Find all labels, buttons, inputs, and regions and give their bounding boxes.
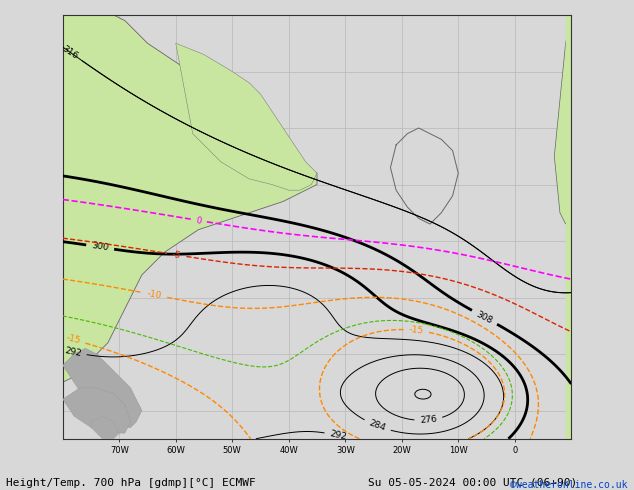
Text: 308: 308: [475, 309, 495, 325]
Polygon shape: [63, 348, 142, 427]
Text: 276: 276: [420, 415, 437, 425]
Polygon shape: [554, 15, 571, 224]
Text: 284: 284: [368, 419, 387, 433]
Polygon shape: [63, 388, 131, 433]
Text: -15: -15: [409, 325, 424, 336]
Polygon shape: [176, 43, 317, 190]
Text: ©weatheronline.co.uk: ©weatheronline.co.uk: [510, 480, 628, 490]
Text: 292: 292: [329, 430, 347, 442]
Text: -5: -5: [172, 250, 182, 260]
Text: -10: -10: [146, 289, 163, 301]
Text: 316: 316: [61, 44, 80, 61]
Text: Su 05-05-2024 00:00 UTC (06+90): Su 05-05-2024 00:00 UTC (06+90): [368, 478, 577, 488]
Text: -15: -15: [65, 334, 81, 346]
Text: 292: 292: [64, 346, 82, 358]
Text: Height/Temp. 700 hPa [gdmp][°C] ECMWF: Height/Temp. 700 hPa [gdmp][°C] ECMWF: [6, 478, 256, 488]
Polygon shape: [91, 416, 119, 439]
Polygon shape: [63, 15, 317, 382]
Text: 0: 0: [195, 216, 202, 225]
Text: 300: 300: [91, 242, 109, 253]
